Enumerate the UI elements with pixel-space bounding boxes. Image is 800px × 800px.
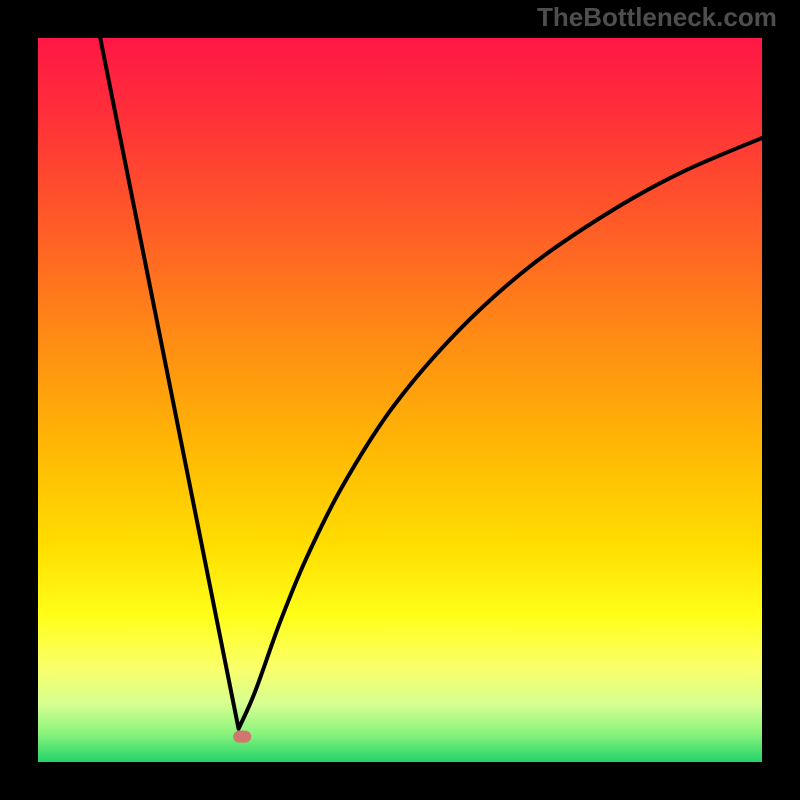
bottleneck-chart [38,38,762,762]
watermark-text: TheBottleneck.com [537,2,777,33]
minimum-marker [233,731,251,743]
chart-frame: TheBottleneck.com [0,0,800,800]
